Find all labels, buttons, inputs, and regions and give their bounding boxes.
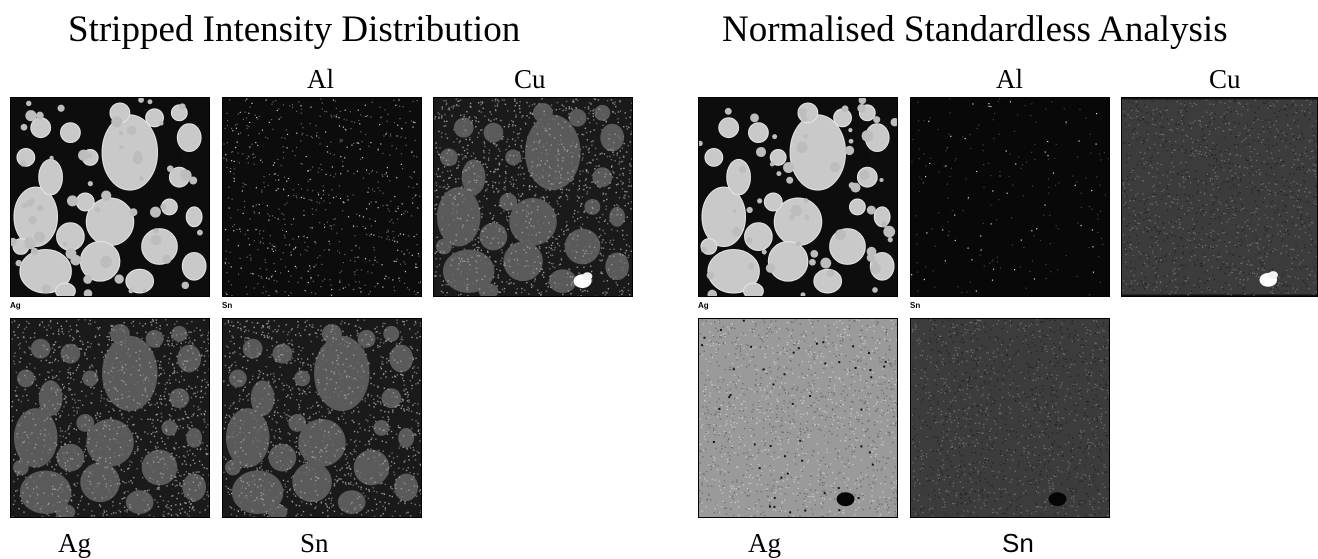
left-ag-map [10,318,210,518]
left-cu-label: Cu [514,64,546,94]
left-panel-title: Stripped Intensity Distribution [68,9,521,50]
right-ag-bottom-label: Ag [748,528,781,558]
left-al-label: Al [307,64,334,94]
right-sn-small-label: Sn [910,301,921,310]
right-al-label: Al [996,64,1023,94]
right-ag-small-label: Ag [698,301,709,310]
right-cu-label: Cu [1209,64,1241,94]
right-electron-image [698,97,898,297]
left-sn-small-label: Sn [222,301,233,310]
left-ag-small-label: Ag [10,301,21,310]
right-sn-bottom-label: Sn [1002,528,1034,558]
right-cu-map [1121,97,1318,297]
left-al-map [222,97,422,297]
left-electron-image [10,97,210,297]
right-ag-map [698,318,898,518]
left-ag-bottom-label: Ag [58,528,91,558]
right-sn-map [910,318,1110,518]
right-al-map [910,97,1110,297]
right-panel-title: Normalised Standardless Analysis [722,9,1228,50]
left-sn-map [222,318,422,518]
left-sn-bottom-label: Sn [300,528,329,558]
left-cu-map [433,97,633,297]
